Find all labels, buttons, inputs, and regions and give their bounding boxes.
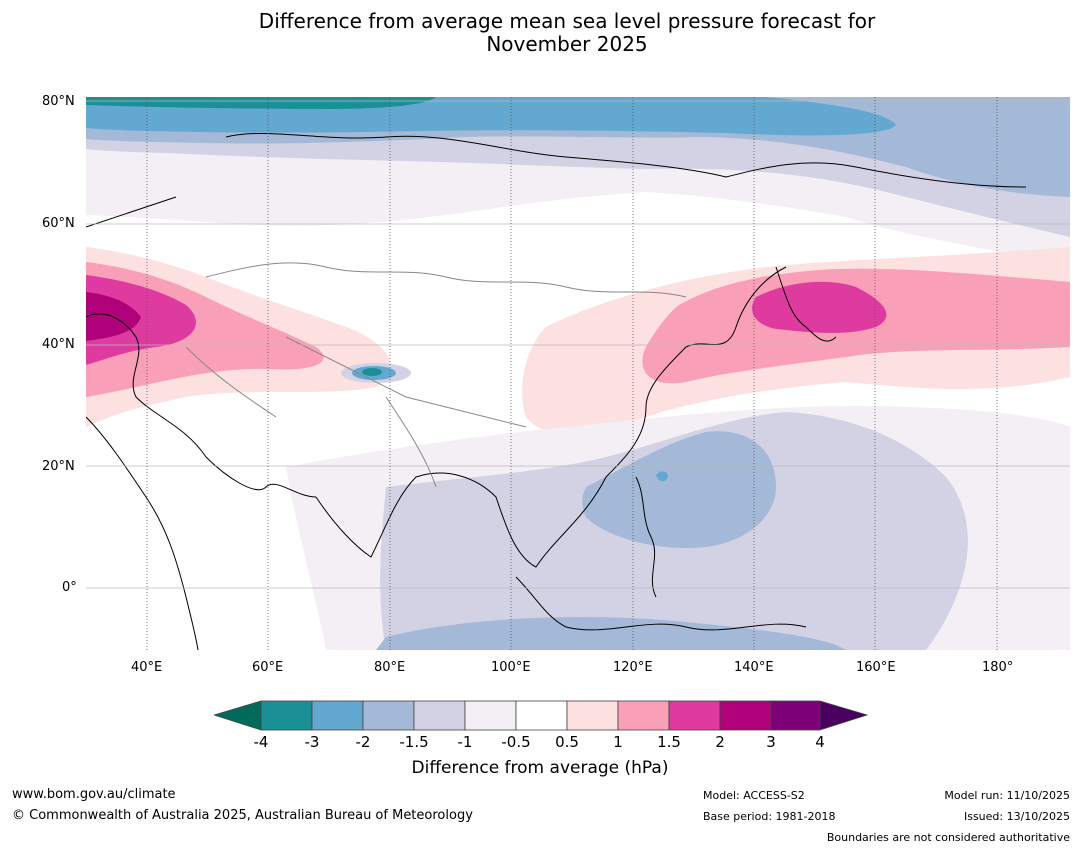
south-neg-15	[376, 617, 846, 650]
title-line-1: Difference from average mean sea level p…	[258, 9, 876, 33]
footer-url: www.bom.gov.au/climate	[12, 787, 176, 802]
country-borders	[185, 262, 687, 488]
lon-label-120e: 120°E	[613, 660, 653, 675]
colorbar-swatch-1	[260, 700, 313, 731]
map-svg	[86, 97, 1070, 650]
colorbar-swatch-7	[566, 700, 619, 731]
colorbar-swatch-9	[668, 700, 721, 731]
tropic-neg-15	[582, 431, 776, 548]
lon-label-180: 180°	[982, 660, 1014, 675]
lon-label-160e: 160°E	[856, 660, 896, 675]
cb-tick-p4: 4	[815, 733, 825, 751]
gridlines-lat	[86, 100, 1070, 589]
gridlines-lon	[146, 97, 998, 650]
lat-label-80n: 80°N	[42, 94, 75, 109]
footer-model-run: Model run: 11/10/2025	[944, 789, 1070, 802]
cb-tick-p3: 3	[766, 733, 776, 751]
arctic-neg-3	[86, 97, 436, 109]
colorbar-swatch-8	[617, 700, 670, 731]
cb-tick-m05: -0.5	[501, 733, 531, 751]
colorbar-title: Difference from average (hPa)	[411, 758, 669, 778]
lon-label-140e: 140°E	[734, 660, 774, 675]
lat-label-60n: 60°N	[42, 216, 75, 231]
cb-tick-p05: 0.5	[555, 733, 579, 751]
cb-tick-p1: 1	[613, 733, 623, 751]
footer-copyright: © Commonwealth of Australia 2025, Austra…	[12, 808, 473, 823]
west-pos-15	[86, 275, 196, 365]
colorbar-swatch-10	[719, 700, 772, 731]
lon-label-100e: 100°E	[491, 660, 531, 675]
cb-tick-m1: -1	[457, 733, 473, 751]
footer-base-period: Base period: 1981-2018	[703, 810, 836, 823]
colorbar-swatch-11	[770, 700, 821, 731]
chart-title: Difference from average mean sea level p…	[0, 10, 1081, 56]
lon-label-80e: 80°E	[374, 660, 406, 675]
cb-tick-m3: -3	[304, 733, 320, 751]
colorbar-swatch-4	[413, 700, 466, 731]
coastlines	[86, 133, 1027, 650]
footer-issued: Issued: 13/10/2025	[963, 810, 1070, 823]
title-line-2: November 2025	[486, 32, 648, 56]
colorbar-swatch-3	[362, 700, 415, 731]
pressure-anomaly-map	[86, 97, 1070, 650]
cb-tick-p15: 1.5	[657, 733, 681, 751]
cb-tick-p2: 2	[715, 733, 725, 751]
lat-label-0: 0°	[62, 580, 77, 595]
tropic-neg-2	[656, 471, 668, 482]
cb-tick-m2: -2	[355, 733, 371, 751]
colorbar-swatch-6	[515, 700, 568, 731]
colorbar-arrow-high	[819, 700, 868, 731]
colorbar-arrow-low	[214, 700, 262, 731]
colorbar	[214, 700, 868, 731]
tibet-neg-3	[362, 368, 382, 376]
lon-label-40e: 40°E	[131, 660, 163, 675]
lat-label-40n: 40°N	[42, 337, 75, 352]
colorbar-swatch-2	[311, 700, 364, 731]
colorbar-swatch-5	[464, 700, 517, 731]
cb-tick-m15: -1.5	[399, 733, 429, 751]
cb-tick-m4: -4	[253, 733, 269, 751]
footer-disclaimer: Boundaries are not considered authoritat…	[826, 831, 1070, 844]
footer-model: Model: ACCESS-S2	[703, 789, 805, 802]
lon-label-60e: 60°E	[252, 660, 284, 675]
lat-label-20n: 20°N	[42, 459, 75, 474]
